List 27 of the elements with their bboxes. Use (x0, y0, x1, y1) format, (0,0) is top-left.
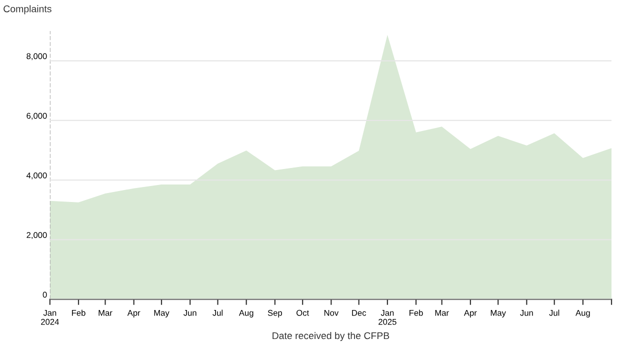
y-tick-label: 8,000 (26, 53, 47, 60)
x-tick-label: Jul (549, 310, 560, 316)
y-tick-label: 6,000 (26, 112, 47, 120)
x-tick-label: Jan 2024 (41, 310, 59, 325)
x-tick-label: Jun (520, 310, 533, 316)
x-tick-label: Mar (98, 310, 112, 316)
y-tick-label: 4,000 (26, 172, 47, 180)
x-tick-label: Aug (576, 310, 590, 318)
x-tick-label: Jul (212, 310, 223, 316)
x-tick-label: Nov (324, 310, 339, 316)
x-tick-label: Apr (127, 310, 140, 318)
x-tick-label: Feb (72, 310, 86, 316)
x-tick-label: Feb (410, 310, 423, 316)
x-tick-label: Jan 2025 (378, 310, 396, 325)
x-tick-label: Aug (238, 310, 254, 318)
x-axis-title: Date received by the CFPB (272, 332, 390, 342)
x-tick-label: Jun (184, 310, 196, 316)
x-tick-label: Sep (268, 310, 282, 318)
x-tick-label: Apr (464, 310, 477, 318)
y-tick-label: 2,000 (26, 232, 47, 239)
x-tick-label: Mar (435, 310, 449, 316)
x-tick-label: Oct (296, 310, 310, 316)
x-tick-label: May (490, 310, 506, 318)
x-tick-label: May (154, 310, 170, 318)
x-tick-label: Dec (352, 310, 366, 316)
y-axis-title: Complaints (4, 5, 52, 14)
y-tick-label: 0 (42, 292, 47, 298)
